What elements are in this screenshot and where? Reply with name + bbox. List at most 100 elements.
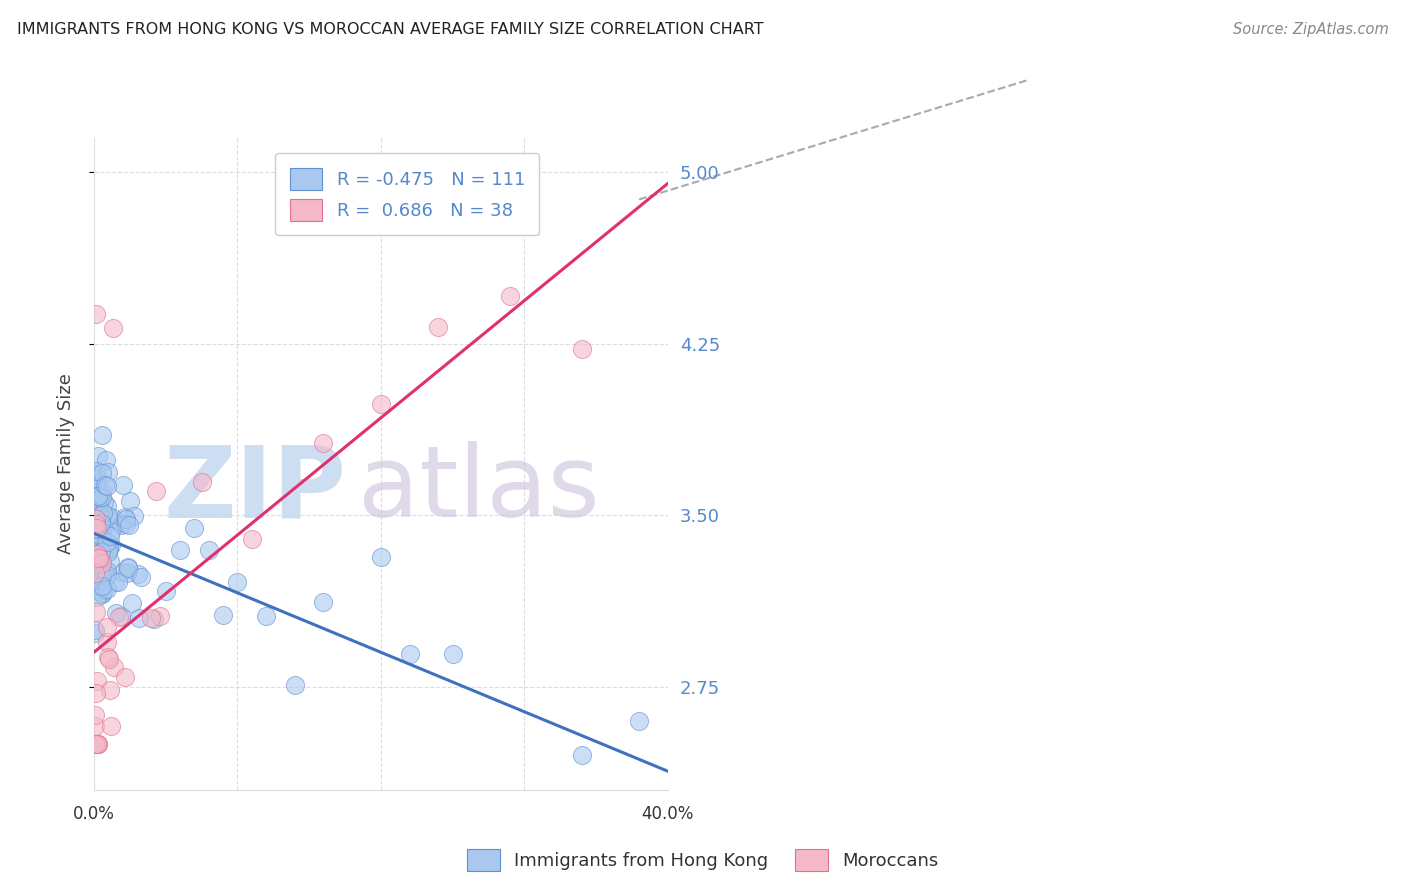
Point [145,483,167,498]
Point [87,536,110,550]
Point [90,557,112,571]
Point [114,510,136,524]
Point [90,509,112,524]
Point [114,670,136,684]
Point [86,547,108,561]
Point [93,495,115,509]
Text: IMMIGRANTS FROM HONG KONG VS MOROCCAN AVERAGE FAMILY SIZE CORRELATION CHART: IMMIGRANTS FROM HONG KONG VS MOROCCAN AV… [17,22,763,37]
Point [254,609,277,624]
Point [441,648,464,662]
Point [183,521,205,535]
Point [93,545,115,559]
Point [91,490,114,504]
Point [118,494,141,508]
Point [84,625,107,640]
Point [226,575,249,590]
Point [89,508,111,523]
Point [93,582,115,597]
Point [86,553,108,567]
Point [84,719,107,733]
Point [89,516,111,531]
Point [84,566,107,581]
Point [87,550,110,565]
Point [141,610,163,624]
Point [84,686,107,700]
Point [90,587,112,601]
Point [94,569,117,583]
Point [101,320,124,334]
Point [115,516,138,531]
Point [103,660,125,674]
Point [127,567,149,582]
Point [284,678,307,692]
Point [90,552,112,566]
Point [98,529,121,543]
Point [96,635,118,649]
Point [84,578,107,592]
Point [86,737,108,751]
Point [84,511,107,525]
Point [499,289,522,303]
Point [115,512,138,526]
Point [87,489,110,503]
Point [96,620,118,634]
Point [121,596,143,610]
Point [197,542,219,557]
Point [628,714,651,729]
Point [129,570,152,584]
Point [91,528,114,542]
Point [100,719,122,733]
Text: atlas: atlas [359,442,599,538]
Point [117,559,139,574]
Point [91,522,114,536]
Point [91,569,114,583]
Point [84,543,107,558]
Point [117,560,139,574]
Point [89,491,111,505]
Point [571,747,593,762]
Legend: R = -0.475   N = 111, R =  0.686   N = 38: R = -0.475 N = 111, R = 0.686 N = 38 [276,153,540,235]
Point [90,579,112,593]
Point [86,737,108,751]
Point [86,516,108,531]
Point [110,518,132,533]
Point [86,449,108,463]
Point [90,586,112,600]
Point [91,428,114,442]
Point [155,583,177,598]
Point [370,396,392,410]
Point [86,538,108,552]
Point [94,478,117,492]
Point [571,342,593,356]
Point [398,648,420,662]
Point [96,453,118,467]
Point [84,548,107,562]
Point [97,514,120,528]
Point [90,573,112,587]
Point [100,524,122,539]
Point [96,582,118,596]
Text: Source: ZipAtlas.com: Source: ZipAtlas.com [1233,22,1389,37]
Point [84,605,107,619]
Point [84,464,107,478]
Point [86,521,108,535]
Point [90,551,112,566]
Point [128,611,150,625]
Point [84,624,107,638]
Point [100,538,122,552]
Y-axis label: Average Family Size: Average Family Size [58,373,75,554]
Point [110,608,132,623]
Point [84,575,107,590]
Point [91,518,114,533]
Point [115,566,138,581]
Text: ZIP: ZIP [163,442,346,538]
Point [96,535,118,549]
Point [108,610,131,624]
Point [86,577,108,591]
Point [110,566,132,580]
Point [97,650,120,665]
Point [89,518,111,533]
Point [427,320,450,334]
Point [86,737,108,751]
Point [148,609,170,624]
